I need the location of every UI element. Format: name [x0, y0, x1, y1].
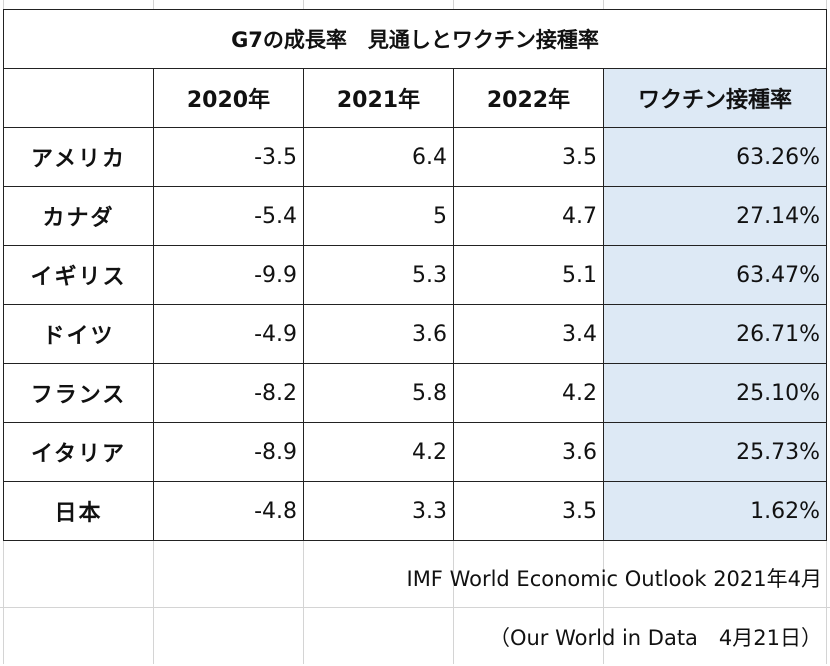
title-row: G7の成長率 見通しとワクチン接種率	[3, 9, 827, 69]
growth-2022-cell[interactable]: 5.1	[453, 245, 604, 305]
growth-2022-cell[interactable]: 3.6	[453, 422, 604, 482]
source-owid-cell[interactable]: （Our World in Data 4月21日）	[3, 607, 826, 666]
growth-2021-cell[interactable]: 5.3	[303, 245, 454, 305]
growth-2022-cell[interactable]: 3.5	[453, 481, 604, 541]
country-cell[interactable]: カナダ	[3, 186, 154, 246]
table-title[interactable]: G7の成長率 見通しとワクチン接種率	[3, 9, 827, 69]
growth-2021-cell[interactable]: 5.8	[303, 363, 454, 423]
growth-2020-cell[interactable]: -3.5	[153, 127, 304, 187]
header-row: 2020年 2021年 2022年 ワクチン接種率	[3, 68, 827, 128]
source-owid-text: （Our World in Data 4月21日）	[488, 625, 822, 650]
growth-2020-cell[interactable]: -4.8	[153, 481, 304, 541]
vaccination-rate-cell[interactable]: 63.26%	[603, 127, 827, 187]
growth-2020-cell[interactable]: -9.9	[153, 245, 304, 305]
header-2020[interactable]: 2020年	[153, 68, 304, 128]
source-notes: IMF World Economic Outlook 2021年4月 （Our …	[3, 548, 826, 666]
growth-2021-cell[interactable]: 4.2	[303, 422, 454, 482]
growth-2020-cell[interactable]: -4.9	[153, 304, 304, 364]
table-row: カナダ -5.4 5 4.7 27.14%	[3, 186, 827, 246]
table-row: フランス -8.2 5.8 4.2 25.10%	[3, 363, 827, 423]
growth-2021-cell[interactable]: 3.6	[303, 304, 454, 364]
table-row: 日本 -4.8 3.3 3.5 1.62%	[3, 481, 827, 541]
vaccination-rate-cell[interactable]: 1.62%	[603, 481, 827, 541]
g7-growth-table: G7の成長率 見通しとワクチン接種率 2020年 2021年 2022年 ワクチ…	[3, 9, 827, 541]
table-row: ドイツ -4.9 3.6 3.4 26.71%	[3, 304, 827, 364]
source-imf-text: IMF World Economic Outlook 2021年4月	[406, 566, 823, 591]
header-2021[interactable]: 2021年	[303, 68, 454, 128]
country-cell[interactable]: ドイツ	[3, 304, 154, 364]
vaccination-rate-cell[interactable]: 27.14%	[603, 186, 827, 246]
growth-2020-cell[interactable]: -8.9	[153, 422, 304, 482]
country-cell[interactable]: イギリス	[3, 245, 154, 305]
table-row: イギリス -9.9 5.3 5.1 63.47%	[3, 245, 827, 305]
growth-2022-cell[interactable]: 3.4	[453, 304, 604, 364]
growth-2021-cell[interactable]: 3.3	[303, 481, 454, 541]
source-imf-cell[interactable]: IMF World Economic Outlook 2021年4月	[3, 548, 826, 607]
country-cell[interactable]: アメリカ	[3, 127, 154, 187]
vaccination-rate-cell[interactable]: 26.71%	[603, 304, 827, 364]
growth-2020-cell[interactable]: -5.4	[153, 186, 304, 246]
header-2022[interactable]: 2022年	[453, 68, 604, 128]
vaccination-rate-cell[interactable]: 25.73%	[603, 422, 827, 482]
header-corner-cell[interactable]	[3, 68, 154, 128]
header-vaccination-rate[interactable]: ワクチン接種率	[603, 68, 827, 128]
growth-2020-cell[interactable]: -8.2	[153, 363, 304, 423]
vaccination-rate-cell[interactable]: 25.10%	[603, 363, 827, 423]
table-row: アメリカ -3.5 6.4 3.5 63.26%	[3, 127, 827, 187]
growth-2022-cell[interactable]: 4.7	[453, 186, 604, 246]
growth-2022-cell[interactable]: 4.2	[453, 363, 604, 423]
country-cell[interactable]: フランス	[3, 363, 154, 423]
vaccination-rate-cell[interactable]: 63.47%	[603, 245, 827, 305]
growth-table-container: G7の成長率 見通しとワクチン接種率 2020年 2021年 2022年 ワクチ…	[3, 9, 827, 541]
growth-2021-cell[interactable]: 5	[303, 186, 454, 246]
country-cell[interactable]: 日本	[3, 481, 154, 541]
growth-2022-cell[interactable]: 3.5	[453, 127, 604, 187]
table-row: イタリア -8.9 4.2 3.6 25.73%	[3, 422, 827, 482]
growth-2021-cell[interactable]: 6.4	[303, 127, 454, 187]
country-cell[interactable]: イタリア	[3, 422, 154, 482]
